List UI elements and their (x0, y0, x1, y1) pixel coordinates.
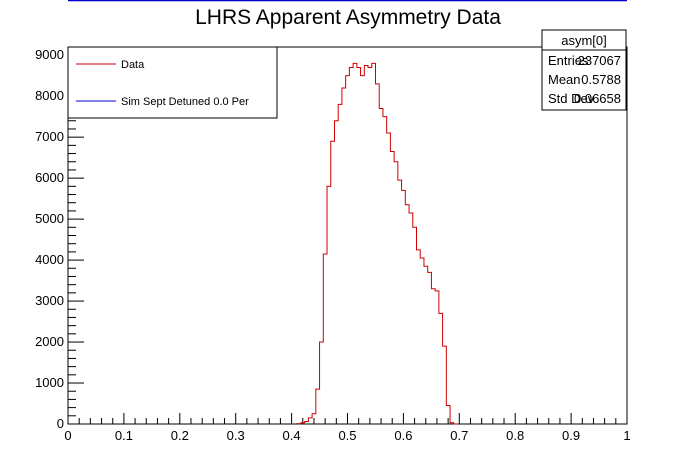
x-tick-label: 1 (623, 428, 630, 443)
y-tick-label: 5000 (35, 211, 64, 226)
stats-label-mean: Mean (548, 72, 581, 87)
x-tick-label: 0.9 (562, 428, 580, 443)
x-tick-label: 0.7 (450, 428, 468, 443)
x-tick-label: 0.5 (338, 428, 356, 443)
y-tick-label: 1000 (35, 375, 64, 390)
stats-label-stddev: Std Dev (548, 91, 595, 106)
stats-label-entries: Entries (548, 53, 589, 68)
legend-label-data: Data (121, 59, 145, 71)
y-tick-label: 7000 (35, 129, 64, 144)
y-tick-label: 0 (57, 416, 64, 431)
histogram-data-series (296, 62, 458, 425)
x-tick-label: 0.6 (394, 428, 412, 443)
y-tick-label: 4000 (35, 252, 64, 267)
y-tick-label: 8000 (35, 88, 64, 103)
x-tick-label: 0.4 (283, 428, 301, 443)
stats-value-mean: 0.5788 (581, 72, 621, 87)
y-tick-label: 9000 (35, 47, 64, 62)
legend: Data Sim Sept Detuned 0.0 Per (67, 46, 278, 119)
x-tick-label: 0 (64, 428, 71, 443)
x-tick-label: 0.2 (171, 428, 189, 443)
stats-value-stddev: 0.06658 (574, 91, 621, 106)
y-tick-label: 6000 (35, 170, 64, 185)
series-layer (296, 62, 458, 425)
stats-box: asym[0] Entries 237067 Mean 0.5788 Std D… (541, 29, 627, 111)
stats-value-entries: 237067 (578, 53, 621, 68)
y-axis: 0 1000 2000 3000 4000 5000 6000 7000 8000 9000 (35, 46, 84, 431)
x-tick-label: 0.1 (115, 428, 133, 443)
legend-label-sim: Sim Sept Detuned 0.0 Per (121, 96, 249, 108)
y-tick-label: 2000 (35, 334, 64, 349)
x-tick-label: 0.3 (227, 428, 245, 443)
x-tick-label: 0.8 (506, 428, 524, 443)
stats-title: asym[0] (561, 33, 607, 48)
chart-title: LHRS Apparent Asymmetry Data (195, 6, 501, 29)
y-tick-label: 3000 (35, 293, 64, 308)
x-axis: 0 0.1 0.2 0.3 0.4 0.5 0.6 0.7 0.8 0.9 1 (64, 413, 631, 443)
